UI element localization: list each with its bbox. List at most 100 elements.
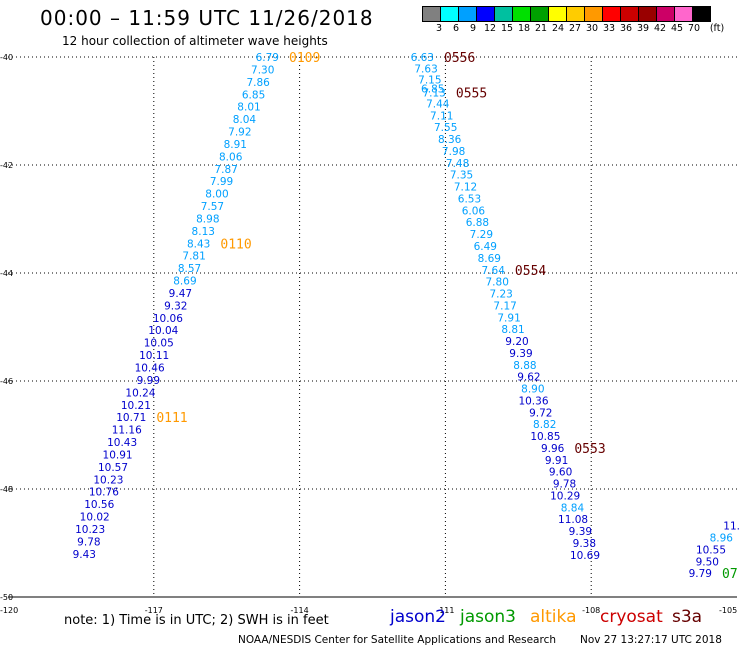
legend-label: 24 <box>551 23 565 34</box>
wave-height-value: 7.55 <box>434 122 457 134</box>
legend-label: (ft) <box>709 23 725 34</box>
footnote: note: 1) Time is in UTC; 2) SWH is in fe… <box>64 613 329 628</box>
pass-time-label: 0555 <box>456 87 487 102</box>
pass-time-label: 0553 <box>574 442 605 457</box>
wave-height-value: 10.02 <box>80 512 110 524</box>
pass-time-label: 0111 <box>156 411 187 426</box>
wave-height-value: 9.78 <box>77 536 100 548</box>
wave-height-value: 7.44 <box>426 98 450 110</box>
wave-height-value: 9.39 <box>509 348 532 360</box>
wave-height-value: 10.11 <box>139 350 169 362</box>
wave-height-value: 9.72 <box>529 407 552 419</box>
wave-height-value: 9.99 <box>137 375 160 387</box>
wave-height-value: 7.23 <box>489 289 512 301</box>
wave-height-value: 11. <box>723 521 740 533</box>
legend-label: 3 <box>435 23 443 34</box>
y-tick-label: -40 <box>0 53 13 62</box>
wave-height-value: 8.81 <box>501 324 524 336</box>
legend-label: 70 <box>687 23 701 34</box>
wave-height-value: 7.30 <box>251 64 274 76</box>
color-scale-legend <box>422 6 711 22</box>
legend-label: 39 <box>636 23 650 34</box>
x-corner-label-left: -120 <box>0 606 18 615</box>
wave-height-value: 8.82 <box>533 419 556 431</box>
wave-height-value: 9.91 <box>545 455 568 467</box>
wave-height-value: 10.36 <box>518 395 548 407</box>
y-tick-label: -42 <box>0 161 13 170</box>
x-tick-label: -111 <box>436 606 454 615</box>
y-tick-label: -50 <box>0 593 13 602</box>
x-tick-label: -117 <box>145 606 163 615</box>
wave-height-value: 10.71 <box>116 412 146 424</box>
legend-label: 18 <box>517 23 531 34</box>
wave-height-value: 7.11 <box>430 110 453 122</box>
wave-height-value: 9.50 <box>696 556 719 568</box>
wave-height-value: 8.04 <box>233 114 257 126</box>
wave-height-value: 7.48 <box>446 158 469 170</box>
legend-label: 21 <box>534 23 548 34</box>
wave-height-value: 6.85 <box>421 83 444 95</box>
wave-height-value: 10.29 <box>550 490 580 502</box>
legend-label: 6 <box>452 23 460 34</box>
wave-height-value: 7.15 <box>418 75 441 87</box>
wave-height-value: 10.85 <box>530 431 560 443</box>
wave-height-value: 9.60 <box>549 467 572 479</box>
x-tick-label: -114 <box>291 606 309 615</box>
wave-height-value: 7.92 <box>228 127 251 139</box>
wave-height-value: 10.56 <box>84 499 114 511</box>
chart-subtitle: 12 hour collection of altimeter wave hei… <box>62 34 328 48</box>
wave-height-value: 9.47 <box>169 288 192 300</box>
wave-height-value: 7.35 <box>450 170 473 182</box>
wave-height-value: 9.78 <box>553 479 576 491</box>
wave-height-value: 10.69 <box>570 550 600 562</box>
y-tick-label: -44 <box>0 269 13 278</box>
wave-height-value: 9.62 <box>517 372 540 384</box>
pass-time-label: 0554 <box>515 264 546 279</box>
legend-label: 42 <box>653 23 667 34</box>
legend-label: 36 <box>619 23 633 34</box>
wave-height-value: 10.91 <box>103 449 133 461</box>
pass-time-label: 07 <box>722 567 738 582</box>
wave-height-value: 8.00 <box>205 189 228 201</box>
satellite-label-cryosat: cryosat <box>600 607 663 627</box>
wave-height-value: 10.05 <box>144 338 174 350</box>
satellite-label-altika: altika <box>530 607 577 627</box>
legend-label: 15 <box>500 23 514 34</box>
wave-height-value: 8.43 <box>187 238 210 250</box>
wave-height-value: 9.96 <box>541 443 565 455</box>
legend-label: 45 <box>670 23 684 34</box>
wave-height-value: 9.38 <box>573 538 596 550</box>
wave-height-value: 6.53 <box>458 193 481 205</box>
wave-height-value: 7.98 <box>442 146 465 158</box>
wave-height-value: 7.13 <box>422 88 445 100</box>
wave-height-value: 10.21 <box>121 400 151 412</box>
wave-height-value: 6.88 <box>466 217 489 229</box>
wave-height-value: 7.99 <box>210 176 233 188</box>
wave-height-value: 9.20 <box>505 336 528 348</box>
wave-height-value: 8.84 <box>561 502 585 514</box>
y-tick-label: -46 <box>0 377 13 386</box>
wave-height-value: 9.39 <box>569 526 592 538</box>
wave-height-value: 8.13 <box>192 226 215 238</box>
wave-height-value: 8.69 <box>173 276 196 288</box>
wave-height-value: 10.55 <box>696 544 726 556</box>
wave-height-value: 7.63 <box>414 63 437 75</box>
wave-height-value: 6.49 <box>474 241 497 253</box>
wave-height-value: 7.17 <box>493 300 516 312</box>
wave-height-value: 10.23 <box>93 474 123 486</box>
wave-height-value: 10.46 <box>135 363 165 375</box>
wave-height-value: 8.88 <box>513 360 536 372</box>
wave-height-value: 6.85 <box>242 89 265 101</box>
wave-height-value: 10.24 <box>125 387 155 399</box>
wave-height-value: 11.16 <box>112 425 142 437</box>
legend-label: 33 <box>602 23 616 34</box>
pass-time-label: 0110 <box>220 237 251 252</box>
legend-swatch <box>692 6 711 22</box>
wave-height-value: 10.23 <box>75 524 105 536</box>
satellite-label-jason3: jason3 <box>460 607 516 627</box>
wave-height-value: 7.86 <box>246 77 270 89</box>
legend-label: 27 <box>568 23 582 34</box>
wave-height-value: 9.79 <box>689 568 712 580</box>
x-corner-label-right: -105 <box>719 606 737 615</box>
